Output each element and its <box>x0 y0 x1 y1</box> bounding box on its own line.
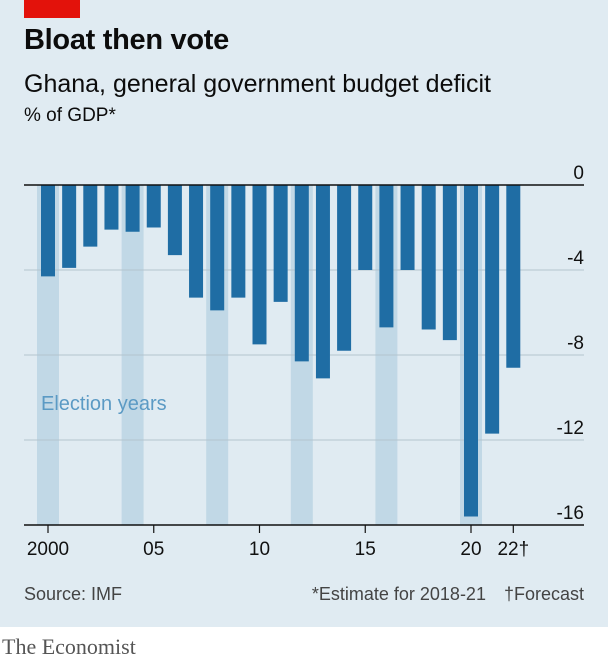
bar-2007 <box>189 185 204 298</box>
forecast-note: †Forecast <box>503 584 584 604</box>
bar-2006 <box>167 185 182 256</box>
bar-2002 <box>83 185 98 247</box>
bar-2013 <box>315 185 330 379</box>
bar-2015 <box>358 185 373 270</box>
y-tick-label: -4 <box>567 248 584 269</box>
bar-2020 <box>464 185 478 517</box>
chart-subtitle: Ghana, general government budget deficit <box>24 70 491 98</box>
x-tick-label: 20 <box>460 539 481 560</box>
bar-2019 <box>442 185 457 341</box>
bar-2011 <box>273 185 288 302</box>
y-tick-label: -8 <box>567 333 584 354</box>
economist-credit: The Economist <box>2 634 136 659</box>
x-tick-label: 22† <box>497 539 529 560</box>
bar-2017 <box>400 185 415 270</box>
chart-panel: Bloat then vote Ghana, general governmen… <box>0 0 608 627</box>
source-note: Source: IMF <box>24 584 123 604</box>
election-years-label: Election years <box>41 393 167 415</box>
bar-2000 <box>41 185 55 277</box>
x-tick-label: 15 <box>355 539 376 560</box>
y-tick-label: -16 <box>557 503 584 524</box>
bar-2022 <box>506 185 521 368</box>
bar-2010 <box>252 185 267 345</box>
bar-2012 <box>294 185 309 362</box>
bar-2016 <box>379 185 394 328</box>
bar-2001 <box>62 185 77 268</box>
chart-unit: % of GDP* <box>24 105 116 126</box>
bar-2004 <box>125 185 140 232</box>
bar-2008 <box>210 185 225 311</box>
x-tick-label: 05 <box>143 539 164 560</box>
estimate-note: *Estimate for 2018-21 <box>311 584 486 604</box>
bar-2014 <box>337 185 352 351</box>
y-tick-label: 0 <box>573 163 584 184</box>
bar-2009 <box>231 185 246 298</box>
footnotes: *Estimate for 2018-21 †Forecast <box>294 584 584 605</box>
bar-chart: 0 -4 -8 -12 -16 2000 05 10 15 20 22† Election years <box>24 163 584 560</box>
x-tick-label: 2000 <box>27 539 69 560</box>
bar-2021 <box>485 185 500 434</box>
x-tick-label: 10 <box>249 539 270 560</box>
bar-2018 <box>421 185 436 330</box>
brand-red-tag <box>24 0 80 18</box>
bar-2005 <box>146 185 161 228</box>
bar-2003 <box>104 185 119 230</box>
chart-title: Bloat then vote <box>24 24 229 56</box>
y-tick-label: -12 <box>557 418 584 439</box>
